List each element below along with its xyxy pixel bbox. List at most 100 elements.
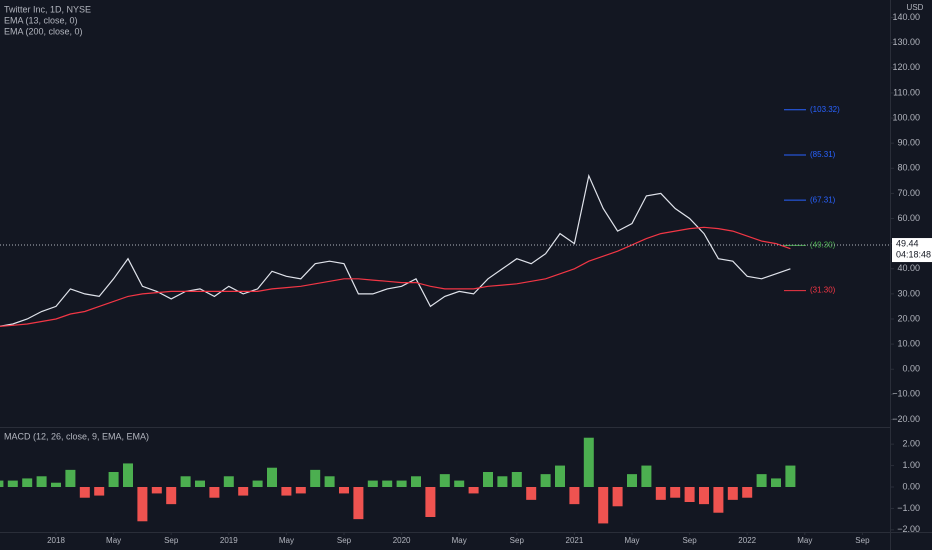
- macd-bar: [252, 480, 263, 487]
- y-tick-label: 1.00: [902, 460, 920, 470]
- x-tick-label: 2022: [738, 536, 756, 545]
- price-line: [0, 226, 791, 327]
- macd-bar: [22, 478, 33, 487]
- y-tick-label: 0.00: [902, 364, 920, 374]
- x-tick-label: May: [624, 536, 639, 545]
- macd-bar: [540, 474, 551, 487]
- macd-bar: [94, 487, 105, 496]
- macd-bar: [123, 463, 133, 487]
- macd-bar: [511, 472, 522, 487]
- x-tick-label: Sep: [164, 536, 179, 545]
- macd-bar: [339, 487, 349, 494]
- chart-title: Twitter Inc, 1D, NYSE: [4, 4, 91, 14]
- x-tick-label: 2021: [566, 536, 584, 545]
- macd-bar: [166, 487, 177, 505]
- macd-bar: [771, 478, 781, 487]
- fib-label: (31.30): [810, 286, 836, 295]
- macd-bar: [137, 487, 148, 522]
- macd-bar: [727, 487, 738, 500]
- macd-bar: [108, 472, 119, 487]
- x-tick-label: Sep: [855, 536, 870, 545]
- y-tick-label: 70.00: [897, 188, 920, 198]
- y-tick-label: −20.00: [892, 414, 920, 424]
- last-price-label: 49.44: [896, 238, 919, 248]
- macd-bar: [180, 476, 191, 487]
- y-tick-label: 110.00: [893, 87, 920, 97]
- macd-bar: [483, 472, 493, 487]
- macd-bar: [699, 487, 709, 505]
- macd-bar: [195, 480, 205, 487]
- macd-bar: [396, 480, 407, 487]
- x-tick-label: Sep: [682, 536, 697, 545]
- x-tick-label: May: [452, 536, 467, 545]
- macd-title: MACD (12, 26, close, 9, EMA, EMA): [4, 431, 149, 441]
- macd-bar: [641, 465, 652, 487]
- y-tick-label: −1.00: [897, 503, 920, 513]
- y-tick-label: −10.00: [892, 389, 920, 399]
- macd-bar: [655, 487, 666, 500]
- currency: USD: [907, 3, 924, 12]
- macd-bar: [295, 487, 306, 494]
- y-tick-label: 30.00: [897, 288, 920, 298]
- y-tick-label: 60.00: [897, 213, 920, 223]
- macd-bar: [670, 487, 681, 498]
- y-tick-label: 90.00: [897, 138, 920, 148]
- macd-bar: [425, 487, 436, 517]
- macd-bar: [79, 487, 90, 498]
- fib-label: (67.31): [810, 195, 836, 204]
- macd-bar: [756, 474, 767, 487]
- macd-bar: [65, 469, 76, 487]
- macd-bar: [411, 476, 421, 487]
- macd-bar: [627, 474, 637, 487]
- macd-bar: [36, 476, 47, 487]
- macd-bar: [742, 487, 753, 498]
- macd-bar: [454, 480, 465, 487]
- y-tick-label: 130.00: [892, 37, 920, 47]
- macd-bar: [468, 487, 479, 494]
- macd-bar: [598, 487, 609, 524]
- macd-bar: [583, 437, 594, 487]
- y-tick-label: 80.00: [897, 163, 920, 173]
- y-tick-label: 40.00: [897, 263, 920, 273]
- macd-bar: [151, 487, 162, 494]
- macd-bar: [497, 476, 508, 487]
- x-tick-label: May: [797, 536, 812, 545]
- macd-bar: [367, 480, 378, 487]
- fib-label: (103.32): [810, 105, 840, 114]
- y-tick-label: 100.00: [892, 112, 920, 122]
- x-tick-label: 2018: [47, 536, 65, 545]
- macd-bar: [785, 465, 796, 487]
- macd-bar: [569, 487, 580, 505]
- macd-bar: [382, 480, 393, 487]
- macd-bar: [526, 487, 537, 500]
- y-tick-label: −2.00: [897, 524, 920, 534]
- countdown: 04:18:48: [896, 249, 931, 259]
- y-tick-label: 140.00: [892, 12, 920, 22]
- fib-label: (85.31): [810, 150, 836, 159]
- macd-bar: [209, 487, 220, 498]
- x-tick-label: Sep: [337, 536, 352, 545]
- y-tick-label: 10.00: [897, 338, 920, 348]
- last-price-box: [892, 238, 932, 263]
- y-tick-label: 0.00: [902, 481, 920, 491]
- x-tick-label: 2019: [220, 536, 238, 545]
- macd-bar: [684, 487, 695, 502]
- macd-bar: [713, 487, 724, 513]
- macd-bar: [7, 480, 18, 487]
- y-tick-label: 2.00: [902, 439, 920, 449]
- macd-bar: [238, 487, 249, 496]
- x-tick-label: May: [106, 536, 121, 545]
- x-tick-label: 2020: [393, 536, 411, 545]
- macd-bar: [51, 482, 61, 487]
- price-line: [0, 173, 791, 327]
- macd-bar: [310, 469, 321, 487]
- y-tick-label: 20.00: [897, 313, 920, 323]
- macd-bar: [324, 476, 335, 487]
- macd-bar: [267, 467, 277, 487]
- macd-bar: [353, 487, 364, 520]
- macd-bar: [555, 465, 565, 487]
- macd-bar: [281, 487, 292, 496]
